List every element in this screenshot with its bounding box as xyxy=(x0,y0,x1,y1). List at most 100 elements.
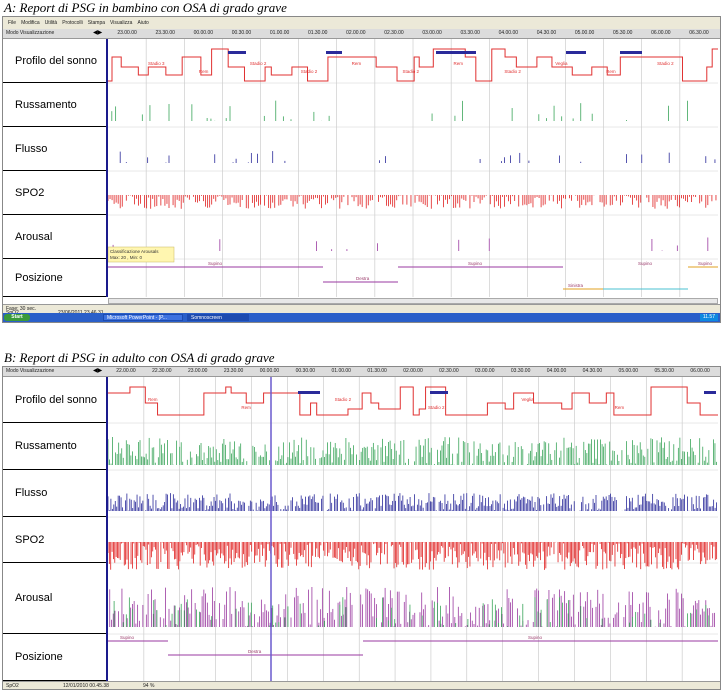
time-tick-label: 02.00.00 xyxy=(346,30,366,36)
rem-bars xyxy=(228,51,642,54)
hypnogram-stage-label: Stadio 2 xyxy=(657,61,674,66)
time-tick-label: 02.30.00 xyxy=(384,30,404,36)
time-tick-label: 01.30.00 xyxy=(307,30,328,36)
rem-bar xyxy=(566,51,586,54)
flow-trace-b xyxy=(108,493,717,511)
menu-item-aiuto[interactable]: Aiuto xyxy=(137,20,149,26)
time-tick-label: 00.30.00 xyxy=(231,30,252,36)
position-trace: Supino Destra Supino Sinistra Supino Supino xyxy=(108,261,718,290)
menu-item-modifica[interactable]: Modifica xyxy=(21,20,40,26)
status-value-b: 94 % xyxy=(143,683,155,689)
channel-label-arousal: Arousal xyxy=(3,215,106,259)
time-tick-label: 22.00.00 xyxy=(116,368,136,374)
rem-bar xyxy=(298,391,320,394)
status-bar-b: SpO2 12/01/2010 00.45.38 94 % xyxy=(3,681,720,689)
hypnogram-stage-label: Stadio 2 xyxy=(428,405,445,410)
windows-taskbar: Start Microsoft PowerPoint - [P... Somno… xyxy=(3,313,720,322)
menu-item-visualizza[interactable]: Visualizza xyxy=(110,20,133,26)
position-label: Destra xyxy=(356,276,370,281)
menu-item-utilita[interactable]: Utilità xyxy=(44,20,58,26)
grid-lines xyxy=(108,39,718,297)
position-label: Destra xyxy=(248,649,262,654)
rem-bar xyxy=(436,51,476,54)
position-label: Supino xyxy=(468,261,483,266)
time-tick-label: 01.00.00 xyxy=(269,30,290,36)
hypnogram-trace xyxy=(108,48,718,82)
status-datetime-b: 12/01/2010 00.45.38 xyxy=(63,683,109,689)
status-epoch: Fase: 30 sec. xyxy=(6,306,37,312)
time-tick-label: 04.00.00 xyxy=(546,368,567,374)
time-tick-label: 03.00.00 xyxy=(422,30,442,36)
channel-labels: Profilo del sonno Russamento Flusso SPO2… xyxy=(3,39,108,297)
hypnogram-stage-label: Stadio 2 xyxy=(335,397,352,402)
spo2-trace xyxy=(108,195,717,209)
hypnogram-stage-label: Stadio 2 xyxy=(403,69,420,74)
arousal-trace-b xyxy=(109,587,715,627)
arousal-info-box xyxy=(108,246,175,263)
channel-label-profilo-b: Profilo del sonno xyxy=(3,377,106,423)
hypnogram-stage-label: Stadio 2 xyxy=(250,61,267,66)
horizontal-scrollbar[interactable] xyxy=(108,298,718,304)
signal-plot-area-b[interactable]: Rem Rem Stadio 2 Stadio 2 Veglia Rem Supino De… xyxy=(108,377,718,681)
arousal-trace xyxy=(112,237,709,251)
hypnogram-stage-label: Rem xyxy=(453,61,463,66)
hypnogram-stage-label: Rem xyxy=(606,69,616,74)
time-tick-label: 06.00.00 xyxy=(651,30,671,36)
hypnogram-stage-label: Rem xyxy=(352,61,362,66)
channel-label-spo2: SPO2 xyxy=(3,171,106,215)
mode-arrows-b-icon[interactable]: ◀▶ xyxy=(93,368,103,374)
flow-trace xyxy=(119,151,716,163)
time-tick-label: 05.00.00 xyxy=(574,30,595,36)
rem-bar xyxy=(620,51,642,54)
channel-labels-b: Profilo del sonno Russamento Flusso SPO2… xyxy=(3,377,108,681)
time-tick-label: 00.00.00 xyxy=(193,30,214,36)
hypnogram-labels: Stadio 3 Rem Stadio 2 Stadio 2 Rem Stadio 2 Re… xyxy=(148,61,674,74)
caption-b: B: Report di PSG in adulto con OSA di gr… xyxy=(4,350,275,365)
time-tick-label: 05.30.00 xyxy=(612,30,633,36)
taskbar-clock: 11.57 xyxy=(699,314,718,321)
position-label: Supino xyxy=(698,261,713,266)
taskbar-item-somnoscreen[interactable]: Somnoscreen xyxy=(187,314,249,321)
snore-trace-b xyxy=(108,437,717,465)
caption-a: A: Report di PSG in bambino con OSA di g… xyxy=(4,0,287,15)
position-trace-b: Supino Destra Supino xyxy=(108,635,718,656)
menu-item-protocolli[interactable]: Protocolli xyxy=(62,20,83,26)
time-tick-label: 06.30.00 xyxy=(689,30,709,36)
position-label: Supino xyxy=(208,261,223,266)
menu-item-file[interactable]: File xyxy=(8,20,17,26)
mode-label-b[interactable]: Modo Visualizzazione xyxy=(6,368,55,374)
hypnogram-stage-label: Veglia xyxy=(521,397,534,402)
hypnogram-stage-label: Rem xyxy=(199,69,209,74)
rem-bar xyxy=(228,51,246,54)
rem-bar xyxy=(326,51,342,54)
time-tick-label: 00.30.00 xyxy=(295,368,316,374)
app-window-a: File Modifica Utilità Protocolli Stampa … xyxy=(2,16,721,323)
arousal-note-2: Max: 20 , Min: 0 xyxy=(110,255,143,260)
spo2-trace-b xyxy=(108,542,718,570)
taskbar-item-powerpoint[interactable]: Microsoft PowerPoint - [P... xyxy=(103,314,183,321)
time-tick-label: 04.30.00 xyxy=(536,30,557,36)
channel-label-posizione: Posizione xyxy=(3,259,106,297)
status-bar: Fase: 30 sec. SpO2 23/06/2011 23.46.31 xyxy=(3,304,720,316)
time-tick-label: 05.30.00 xyxy=(654,368,674,374)
start-button[interactable]: Start xyxy=(4,314,30,321)
channel-label-posizione-b: Posizione xyxy=(3,634,106,681)
hypnogram-stage-label: Stadio 2 xyxy=(504,69,521,74)
time-tick-label: 01.00.00 xyxy=(331,368,351,374)
time-tick-label: 03.30.00 xyxy=(460,30,480,36)
hypnogram-stage-label: Stadio 3 xyxy=(148,61,165,66)
time-tick-label: 06.00.00 xyxy=(690,368,710,374)
rem-bar xyxy=(704,391,716,394)
time-tick-label: 01.30.00 xyxy=(367,368,387,374)
time-tick-label: 04.30.00 xyxy=(582,368,603,374)
signal-plot-area[interactable]: Stadio 3 Rem Stadio 2 Stadio 2 Rem Stadio 2 Re… xyxy=(108,39,718,297)
rem-bar xyxy=(430,391,448,394)
mode-label[interactable]: Modo Visualizzazione xyxy=(6,30,55,36)
time-tick-label: 00.00.00 xyxy=(259,368,280,374)
hypnogram-stage-label: Rem xyxy=(241,405,251,410)
mode-arrows-icon[interactable]: ◀▶ xyxy=(93,30,103,36)
snore-trace xyxy=(111,100,688,121)
hypnogram-labels-b: Rem Rem Stadio 2 Stadio 2 Veglia Rem xyxy=(148,397,624,410)
time-tick-label: 23.00.00 xyxy=(117,30,137,36)
menu-item-stampa[interactable]: Stampa xyxy=(87,20,106,26)
